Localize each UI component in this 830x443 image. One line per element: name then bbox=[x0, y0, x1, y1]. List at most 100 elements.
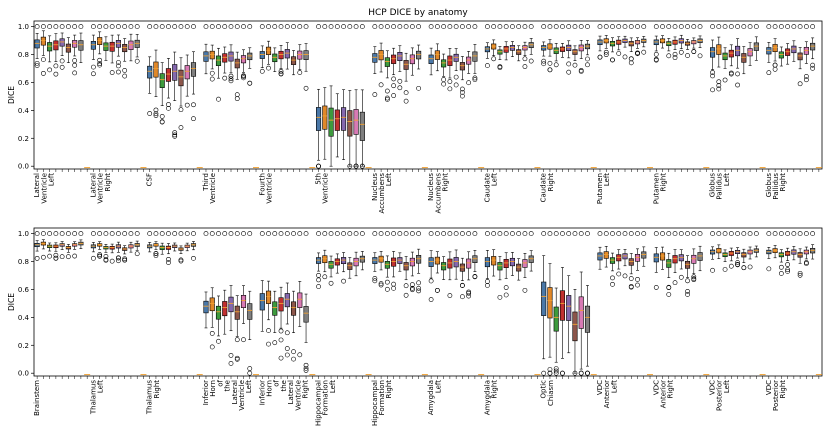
category-group: LateralVentricleRight bbox=[89, 24, 147, 204]
category-label-line: Amygdala bbox=[483, 380, 491, 415]
outlier bbox=[610, 57, 615, 63]
category-label-line: Lateral bbox=[89, 173, 97, 197]
box bbox=[441, 59, 447, 68]
panels: 0.00.20.40.60.81.0DICELateralVentricleLe… bbox=[7, 20, 823, 426]
outlier bbox=[153, 253, 159, 258]
outlier bbox=[109, 258, 115, 264]
box bbox=[272, 301, 278, 316]
box bbox=[691, 254, 697, 264]
outlier bbox=[316, 277, 321, 283]
outlier bbox=[447, 293, 453, 298]
outlier bbox=[728, 263, 734, 269]
category-group: AmygdalaLeft bbox=[427, 231, 485, 415]
category-label-line: Posterior bbox=[716, 380, 724, 411]
box bbox=[265, 46, 272, 55]
outlier bbox=[91, 24, 96, 29]
outlier bbox=[97, 252, 103, 257]
outlier bbox=[316, 284, 321, 289]
category-label-line: Ventricle bbox=[238, 380, 246, 411]
outlier bbox=[716, 79, 722, 85]
category-label-line: Thalamus bbox=[89, 380, 97, 415]
outlier bbox=[778, 264, 784, 270]
outlier bbox=[578, 24, 584, 29]
outlier bbox=[459, 89, 465, 95]
category-label: ThalamusRight bbox=[146, 380, 161, 415]
box bbox=[547, 287, 553, 319]
box bbox=[503, 259, 509, 268]
box bbox=[722, 52, 728, 61]
outlier bbox=[503, 231, 509, 236]
outlier bbox=[72, 231, 78, 236]
outlier bbox=[503, 24, 509, 29]
outlier bbox=[409, 231, 415, 236]
outlier bbox=[384, 286, 390, 292]
outlier bbox=[59, 254, 65, 260]
outlier bbox=[772, 62, 778, 68]
outlier bbox=[747, 231, 753, 236]
outlier bbox=[272, 231, 278, 236]
outlier bbox=[491, 231, 497, 236]
box bbox=[459, 62, 465, 71]
outlier bbox=[660, 24, 665, 29]
outlier bbox=[303, 367, 309, 373]
outlier bbox=[53, 63, 59, 69]
outlier bbox=[97, 61, 103, 66]
outlier bbox=[553, 368, 559, 374]
category-label-line: Optic bbox=[540, 380, 548, 399]
outlier bbox=[316, 24, 321, 29]
outlier bbox=[603, 52, 609, 58]
axes-frame bbox=[33, 227, 823, 377]
outlier bbox=[53, 231, 59, 236]
category-label-line: Accumbens bbox=[378, 173, 386, 214]
outlier bbox=[503, 285, 509, 290]
outlier bbox=[391, 24, 397, 29]
outlier bbox=[372, 276, 378, 281]
outlier bbox=[409, 285, 415, 291]
outlier bbox=[491, 24, 497, 29]
outlier bbox=[766, 70, 772, 76]
category-group: VDCAnteriorRight bbox=[652, 231, 710, 408]
box bbox=[497, 262, 503, 271]
outlier bbox=[259, 231, 265, 236]
outlier bbox=[116, 231, 121, 236]
category-group: ThirdVentricle bbox=[202, 24, 260, 204]
box bbox=[297, 50, 303, 60]
outlier bbox=[466, 80, 472, 86]
box bbox=[90, 41, 96, 50]
box bbox=[616, 254, 622, 262]
box bbox=[122, 44, 128, 53]
outlier bbox=[553, 24, 559, 29]
category-label-line: Left bbox=[434, 380, 442, 393]
box bbox=[597, 252, 603, 261]
outlier bbox=[485, 283, 490, 288]
outlier bbox=[459, 24, 465, 29]
outlier bbox=[203, 231, 209, 236]
box bbox=[428, 54, 434, 64]
outlier bbox=[497, 24, 503, 29]
outlier bbox=[447, 24, 453, 29]
category-label-line: Anterior bbox=[603, 380, 611, 408]
category-label: PutamenRight bbox=[652, 173, 667, 204]
category-group: CSF bbox=[146, 24, 203, 186]
outlier bbox=[510, 231, 515, 236]
outlier bbox=[297, 70, 303, 75]
outlier bbox=[666, 53, 672, 59]
outlier bbox=[372, 231, 378, 236]
outlier bbox=[747, 264, 753, 270]
category-label-line: Nucleus bbox=[371, 173, 379, 201]
box bbox=[803, 46, 809, 55]
outlier bbox=[291, 356, 296, 362]
category-label-line: Caudate bbox=[540, 173, 548, 202]
outlier bbox=[97, 57, 103, 63]
category-group: NucleusAccumbensLeft bbox=[371, 24, 428, 213]
box bbox=[434, 50, 440, 60]
outlier bbox=[391, 285, 397, 291]
outlier bbox=[116, 69, 121, 75]
outlier bbox=[97, 231, 103, 236]
category-label-line: Left bbox=[723, 173, 731, 186]
box bbox=[747, 48, 753, 57]
outlier bbox=[485, 63, 490, 68]
box bbox=[215, 55, 222, 66]
box bbox=[672, 255, 678, 264]
category-label-line: Ventricle bbox=[209, 173, 217, 204]
